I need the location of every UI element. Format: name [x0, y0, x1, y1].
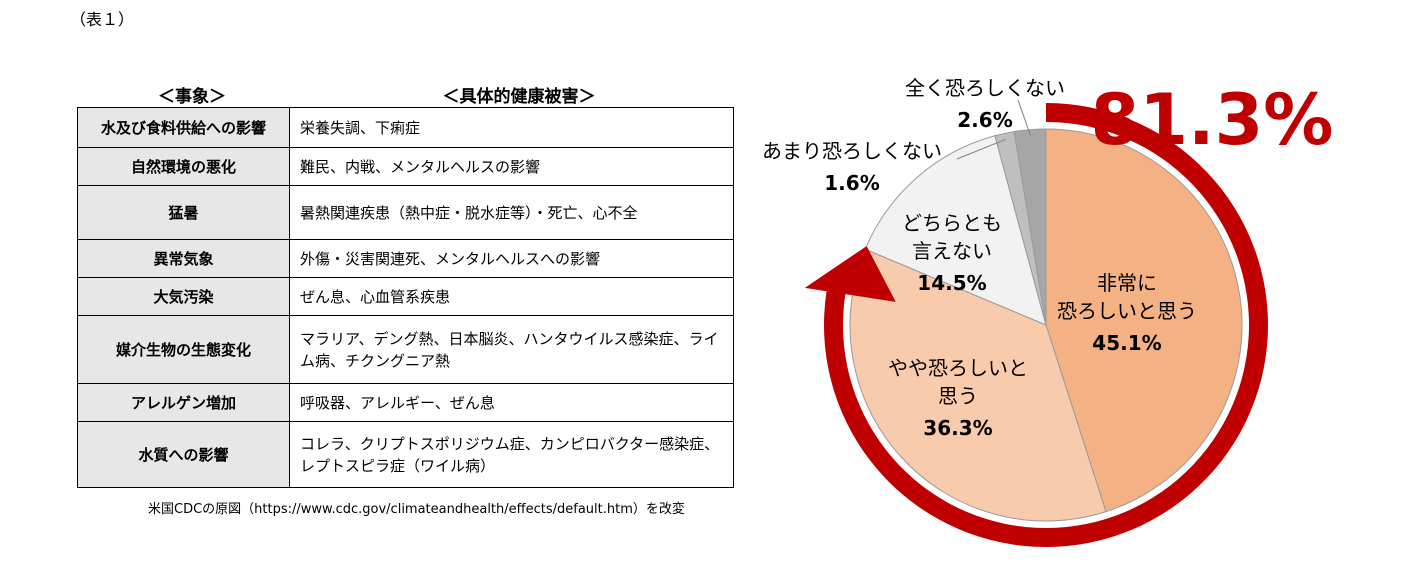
event-cell: 異常気象: [77, 239, 290, 278]
pie-slice-0: [1045, 128, 1243, 513]
event-cell: 大気汚染: [77, 277, 290, 316]
table-row: 大気汚染 ぜん息、心血管系疾患: [77, 277, 734, 316]
table-row: 異常気象 外傷・災害関連死、メンタルヘルスへの影響: [77, 239, 734, 278]
table-header-damage: ＜具体的健康被害＞: [442, 87, 596, 107]
damage-cell: ぜん息、心血管系疾患: [289, 277, 734, 316]
table-source-note: 米国CDCの原図（https://www.cdc.gov/climateandh…: [148, 502, 685, 517]
damage-cell: 難民、内戦、メンタルヘルスの影響: [289, 147, 734, 186]
pie-value-label: 36.3%: [923, 416, 992, 440]
pie-label-text: 恐ろしいと思う: [1057, 299, 1197, 323]
table-row: 媒介生物の生態変化 マラリア、デング熱、日本脳炎、ハンタウイルス感染症、ライム病、…: [77, 315, 734, 384]
pie-label-text: あまり恐ろしくない: [762, 139, 942, 163]
pie-value-label: 45.1%: [1092, 331, 1161, 355]
table-row: 水及び食料供給への影響 栄養失調、下痢症: [77, 107, 734, 148]
table-row: 水質への影響 コレラ、クリプトスポリジウム症、カンピロバクター感染症、レプトスピラ…: [77, 421, 734, 488]
health-impact-table: 水及び食料供給への影響 栄養失調、下痢症 自然環境の悪化 難民、内戦、メンタルヘルスの…: [77, 107, 734, 488]
pie-leader-lines: [956, 99, 1031, 160]
table-row: アレルゲン増加 呼吸器、アレルギー、ぜん息: [77, 383, 734, 422]
pie-label-text: 非常に: [1097, 271, 1157, 295]
table-header-event: ＜事象＞: [158, 87, 226, 107]
pie-slice-1: [849, 248, 1107, 522]
event-cell: 自然環境の悪化: [77, 147, 290, 186]
pie-slices: [849, 128, 1243, 522]
table-row: 自然環境の悪化 難民、内戦、メンタルヘルスの影響: [77, 147, 734, 186]
pie-label-text: 思う: [938, 384, 978, 408]
pie-value-label: 2.6%: [957, 108, 1012, 132]
pie-label-text: 言えない: [912, 239, 992, 263]
pie-value-label: 1.6%: [824, 171, 879, 195]
event-cell: 水質への影響: [77, 421, 290, 488]
pie-leader-line: [956, 138, 1006, 160]
pie-slice-2: [864, 135, 1047, 326]
pie-value-label: 14.5%: [917, 271, 986, 295]
pie-label-text: どちらとも: [902, 211, 1002, 235]
pie-label-text: やや恐ろしいと: [888, 356, 1028, 380]
pie-leader-line: [1017, 99, 1031, 136]
damage-cell: コレラ、クリプトスポリジウム症、カンピロバクター感染症、レプトスピラ症（ワイル病…: [289, 421, 734, 488]
event-cell: 水及び食料供給への影響: [77, 107, 290, 148]
damage-cell: マラリア、デング熱、日本脳炎、ハンタウイルス感染症、ライム病、チクングニア熱: [289, 315, 734, 384]
highlight-total-label: 81.3%: [1091, 79, 1334, 161]
pie-slice-4: [1013, 128, 1047, 326]
pie-label-text: 全く恐ろしくない: [905, 76, 1065, 100]
figure-caption: （表１）: [70, 10, 135, 29]
event-cell: アレルゲン増加: [77, 383, 290, 422]
